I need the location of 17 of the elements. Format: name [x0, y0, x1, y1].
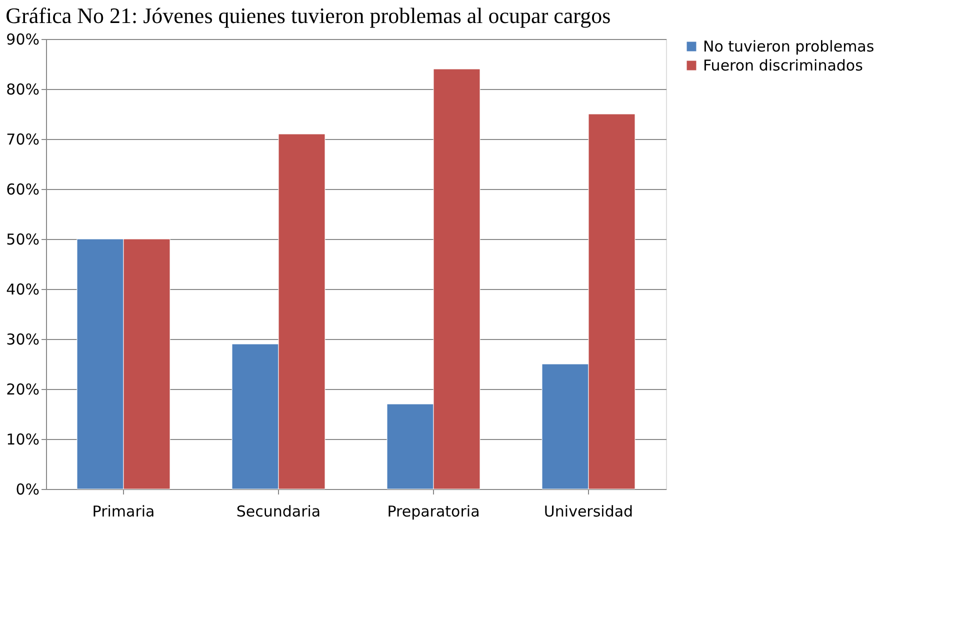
y-tick-label: 0% — [16, 480, 40, 498]
x-tick-label: Primaria — [92, 502, 155, 520]
y-tick-label: 30% — [6, 330, 40, 348]
y-tick-label: 40% — [6, 280, 40, 298]
x-tick-label: Secundaria — [236, 502, 321, 520]
x-tick-label: Universidad — [544, 502, 634, 520]
chart-title: Gráfica No 21: Jóvenes quienes tuvieron problemas al ocupar cargos — [6, 3, 611, 28]
legend-label: No tuvieron problemas — [703, 38, 874, 56]
y-tick-label: 20% — [6, 380, 40, 398]
legend-label: Fueron discriminados — [703, 56, 864, 74]
y-tick-label: 50% — [6, 230, 40, 248]
y-tick-label: 80% — [6, 80, 40, 98]
y-tick-label: 70% — [6, 130, 40, 148]
y-tick-label: 60% — [6, 180, 40, 198]
x-tick-label: Preparatoria — [387, 502, 480, 520]
y-tick-label: 90% — [6, 30, 40, 48]
y-tick-label: 10% — [6, 430, 40, 448]
